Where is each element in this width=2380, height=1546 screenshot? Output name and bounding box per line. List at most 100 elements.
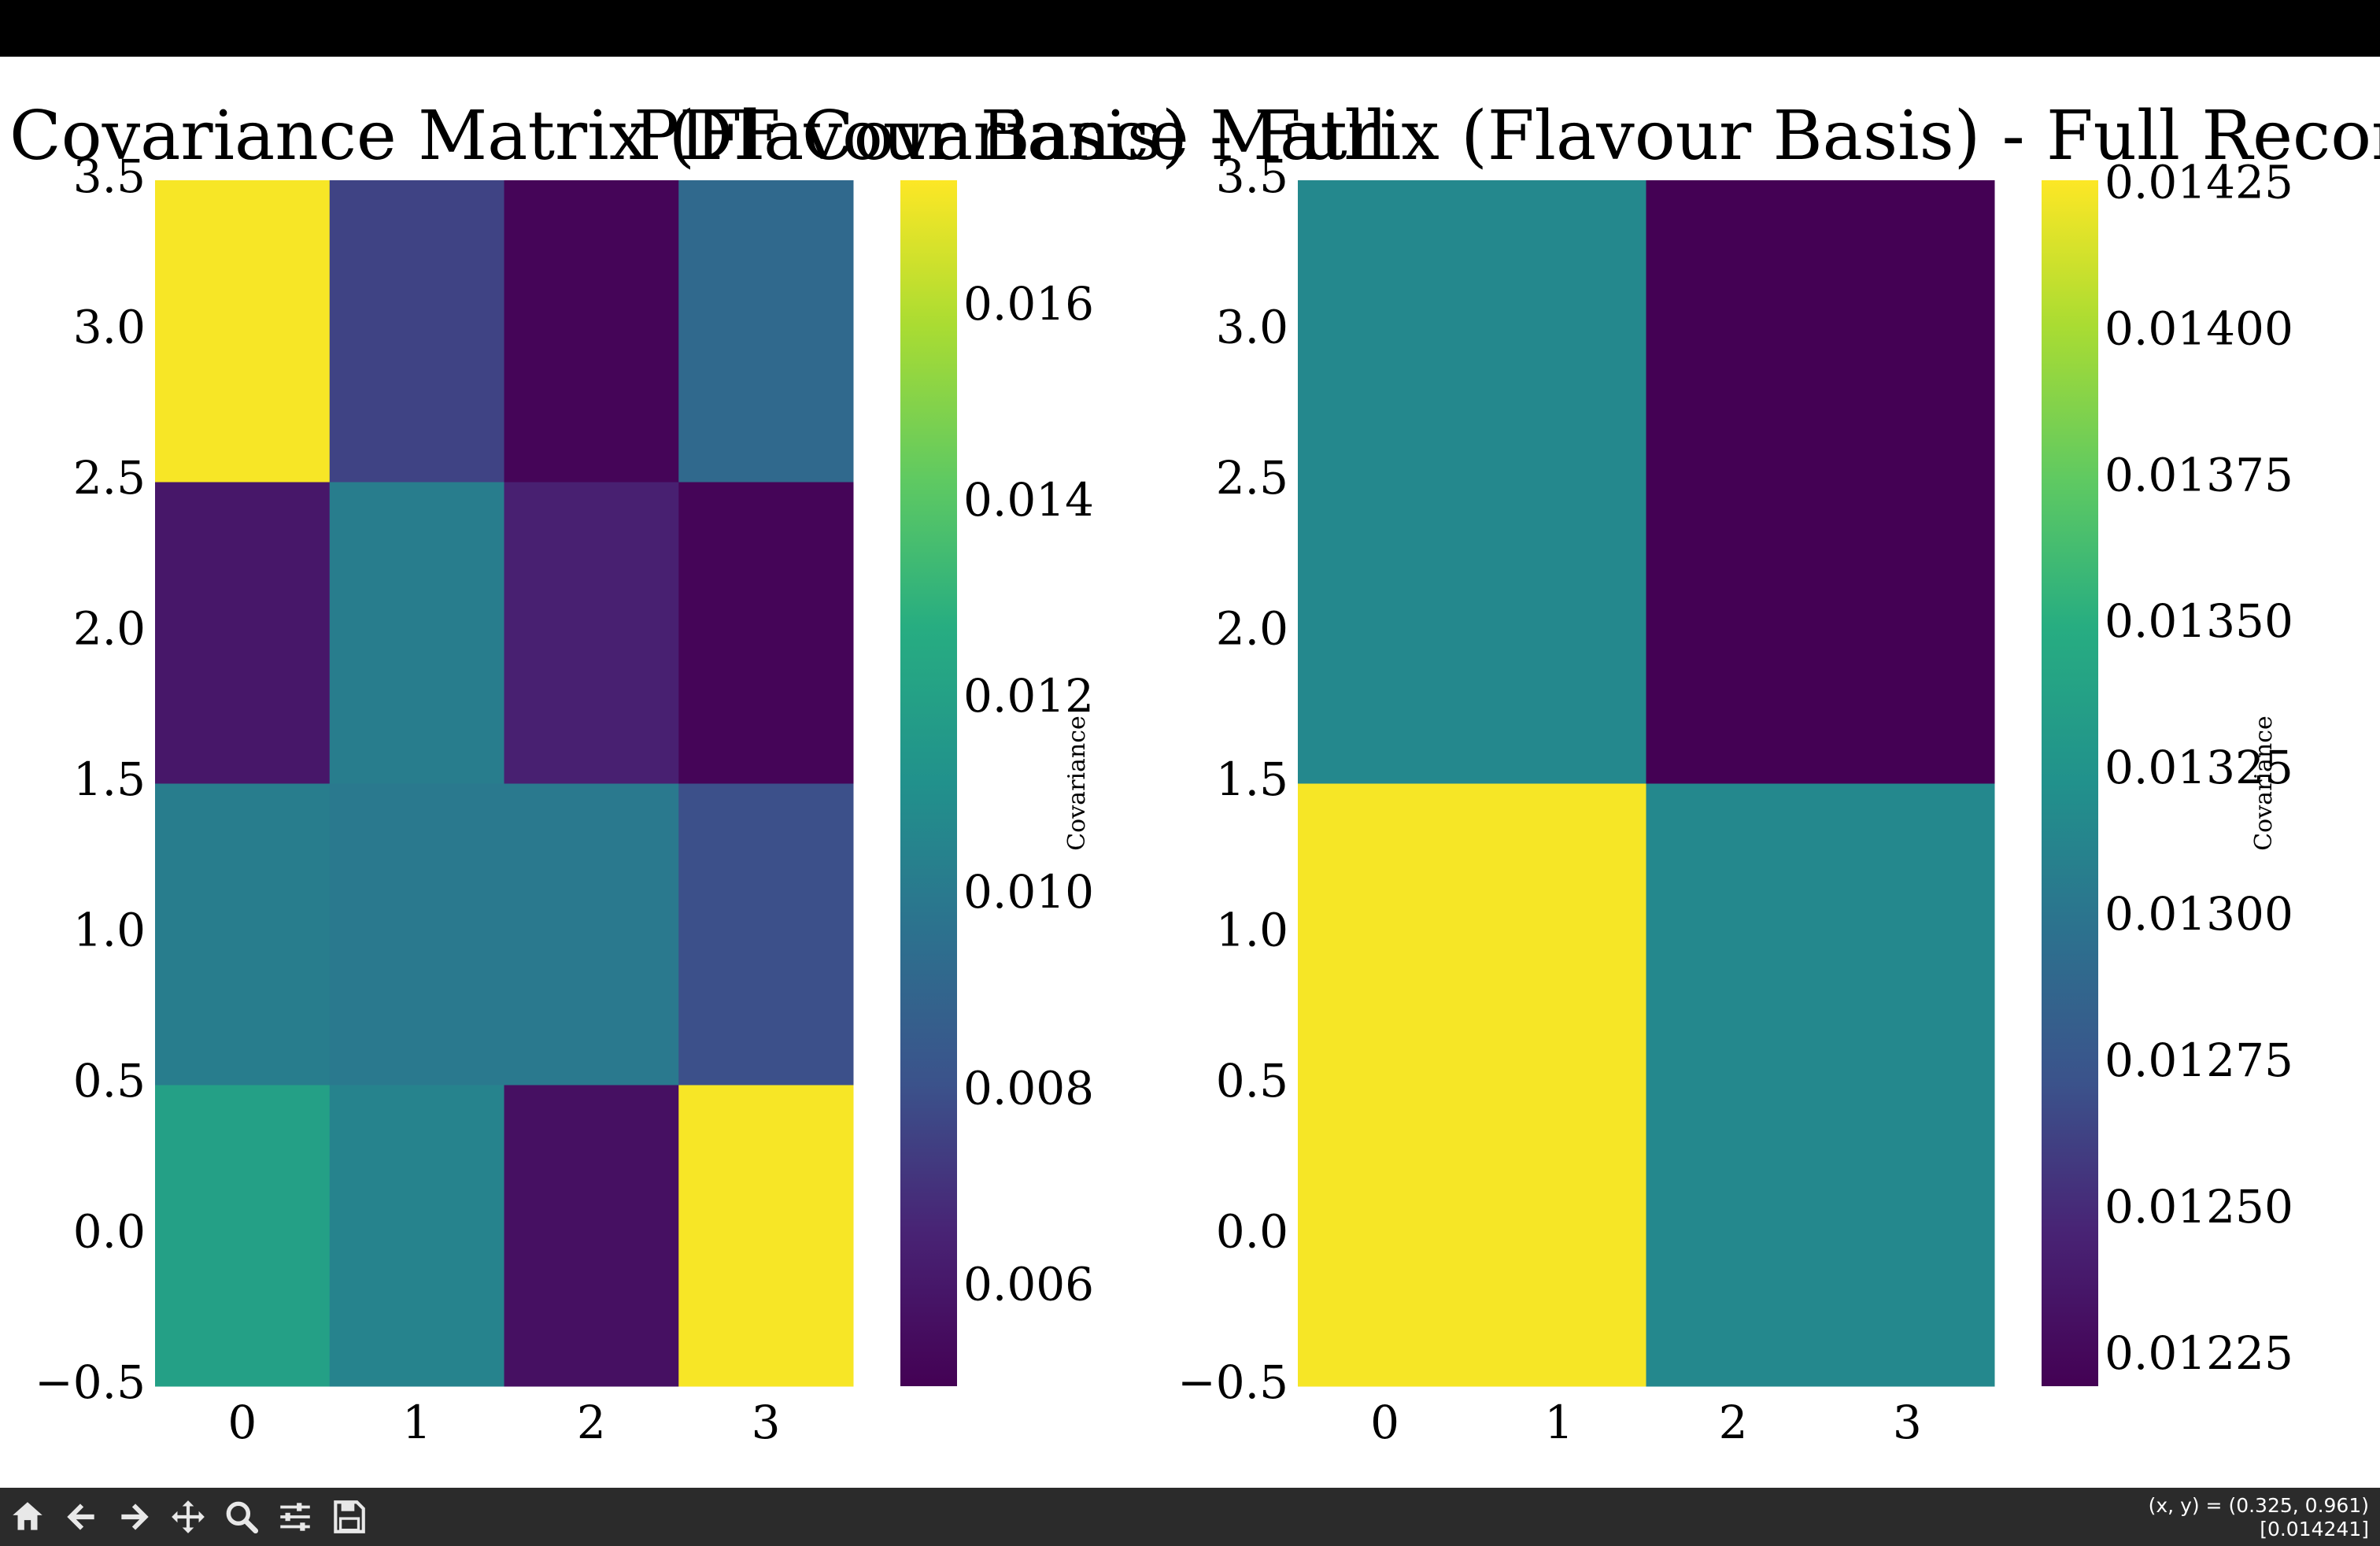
heatmap-cell (1820, 1085, 1995, 1387)
colorbar-label: Covariance (2250, 716, 2278, 851)
back-button[interactable] (58, 1494, 104, 1540)
colorbar-tick-label: 0.016 (963, 277, 1094, 331)
y-tick-label: 0.5 (73, 1054, 146, 1108)
heatmap-cell (1472, 1085, 1646, 1387)
chart-title-right: PDF Covariance Matrix (Flavour Basis) - … (634, 97, 2380, 176)
heatmap-cell (1820, 180, 1995, 483)
arrow-right-icon (121, 1503, 149, 1530)
y-tick-label: 2.0 (1216, 602, 1288, 656)
heatmap-cell (504, 783, 679, 1086)
colorbar (900, 180, 957, 1386)
sliders-icon (280, 1503, 310, 1531)
x-tick-label: 1 (1544, 1396, 1573, 1449)
colorbar (2042, 180, 2098, 1386)
heatmap-cell (155, 482, 331, 784)
colorbar-tick-label: 0.01350 (2105, 594, 2293, 648)
heatmap-cell (1646, 1085, 1821, 1387)
heatmap-cell (329, 783, 504, 1086)
heatmap-cell (1298, 783, 1473, 1086)
heatmap-cell (1472, 783, 1646, 1086)
heatmap-cell (1646, 783, 1821, 1086)
heatmap-cell (1298, 482, 1473, 784)
y-tick-label: 3.0 (73, 301, 146, 354)
heatmap-cell (1820, 783, 1995, 1086)
y-tick-label: 1.5 (1216, 753, 1288, 806)
heatmap-cell (329, 1085, 504, 1387)
colorbar-tick-label: 0.010 (963, 865, 1094, 919)
figure-canvas: −0.5 0.0 0.5 1.0 1.5 2.0 2.5 3.0 3.5 0 1 2 3 0.006 0.0… (0, 57, 2380, 1488)
plot-area: −0.5 0.0 0.5 1.0 1.5 2.0 2.5 3.0 3.5 0 1 2 3 0.006 0.0… (9, 97, 2380, 1449)
chart-title-left: Covariance Matrix (Flavour Basis) - Full (9, 97, 1388, 176)
colorbar-label: Covariance (1063, 716, 1091, 851)
magnifier-icon (226, 1501, 259, 1534)
move-icon (172, 1500, 205, 1533)
colorbar-tick-label: 0.014 (963, 473, 1094, 527)
y-tick-label: 3.5 (73, 150, 146, 203)
x-tick-label: 3 (1893, 1396, 1922, 1449)
heatmap-cell (504, 482, 679, 784)
pan-button[interactable] (165, 1494, 211, 1540)
y-tick-label: 2.0 (73, 602, 146, 656)
heatmap-cell (678, 783, 854, 1086)
heatmap-cell (155, 180, 331, 483)
heatmap-cell (1646, 180, 1821, 483)
colorbar-tick-label: 0.01325 (2105, 741, 2293, 794)
heatmap-cell (1472, 180, 1646, 483)
heatmap-cell (504, 1085, 679, 1387)
heatmap-cell (329, 180, 504, 483)
heatmap-cell (1820, 482, 1995, 784)
heatmap-cell (1646, 482, 1821, 784)
heatmap-cell (1298, 180, 1473, 483)
y-tick-label: 0.0 (73, 1205, 146, 1259)
colorbar-tick-label: 0.008 (963, 1061, 1094, 1115)
x-tick-label: 2 (1719, 1396, 1748, 1449)
heatmap-cell (155, 783, 331, 1086)
save-button[interactable] (326, 1494, 371, 1540)
cursor-coordinates: (x, y) = (0.325, 0.961) [0.014241] (2149, 1494, 2369, 1541)
y-tick-label: 2.5 (73, 451, 146, 505)
heatmap-cell (678, 482, 854, 784)
heatmap-cell (678, 180, 854, 483)
configure-subplots-button[interactable] (272, 1494, 318, 1540)
colorbar-tick-label: 0.01225 (2105, 1326, 2293, 1380)
y-tick-label: −0.5 (1177, 1356, 1288, 1409)
heatmap-cell (504, 180, 679, 483)
colorbar-tick-label: 0.006 (963, 1257, 1094, 1311)
x-tick-label: 0 (227, 1396, 257, 1449)
y-tick-label: 3.0 (1216, 301, 1288, 354)
y-tick-label: 3.5 (1216, 150, 1288, 203)
x-tick-label: 2 (577, 1396, 606, 1449)
plot-toolbar: (x, y) = (0.325, 0.961) [0.014241] (0, 1488, 2380, 1546)
x-tick-label: 3 (752, 1396, 781, 1449)
heatmap-cell (1298, 1085, 1473, 1387)
x-tick-label: 0 (1370, 1396, 1399, 1449)
floppy-disk-icon (334, 1500, 365, 1533)
y-tick-label: 1.0 (73, 904, 146, 957)
heatmap-cell (155, 1085, 331, 1387)
window-title-bar (0, 0, 2380, 57)
coords-value: [0.014241] (2260, 1518, 2369, 1540)
colorbar-tick-label: 0.01300 (2105, 887, 2293, 941)
home-icon (13, 1502, 42, 1530)
y-tick-label: 0.0 (1216, 1205, 1288, 1259)
colorbar-tick-label: 0.01275 (2105, 1034, 2293, 1087)
forward-button[interactable] (112, 1494, 157, 1540)
heatmap-cell (678, 1085, 854, 1387)
y-tick-label: 0.5 (1216, 1054, 1288, 1108)
colorbar-tick-label: 0.01425 (2105, 155, 2293, 209)
y-tick-label: −0.5 (35, 1356, 146, 1409)
x-tick-label: 1 (402, 1396, 431, 1449)
arrow-left-icon (67, 1503, 94, 1530)
y-tick-label: 1.5 (73, 753, 146, 806)
y-tick-label: 2.5 (1216, 451, 1288, 505)
heatmap-cell (329, 482, 504, 784)
home-button[interactable] (5, 1494, 50, 1540)
colorbar-tick-label: 0.01400 (2105, 301, 2293, 355)
coords-xy: (x, y) = (0.325, 0.961) (2148, 1494, 2369, 1517)
zoom-button[interactable] (219, 1494, 264, 1540)
colorbar-tick-label: 0.012 (963, 669, 1094, 723)
colorbar-tick-label: 0.01250 (2105, 1180, 2293, 1233)
y-tick-label: 1.0 (1216, 904, 1288, 957)
colorbar-tick-label: 0.01375 (2105, 448, 2293, 501)
heatmap-cell (1472, 482, 1646, 784)
